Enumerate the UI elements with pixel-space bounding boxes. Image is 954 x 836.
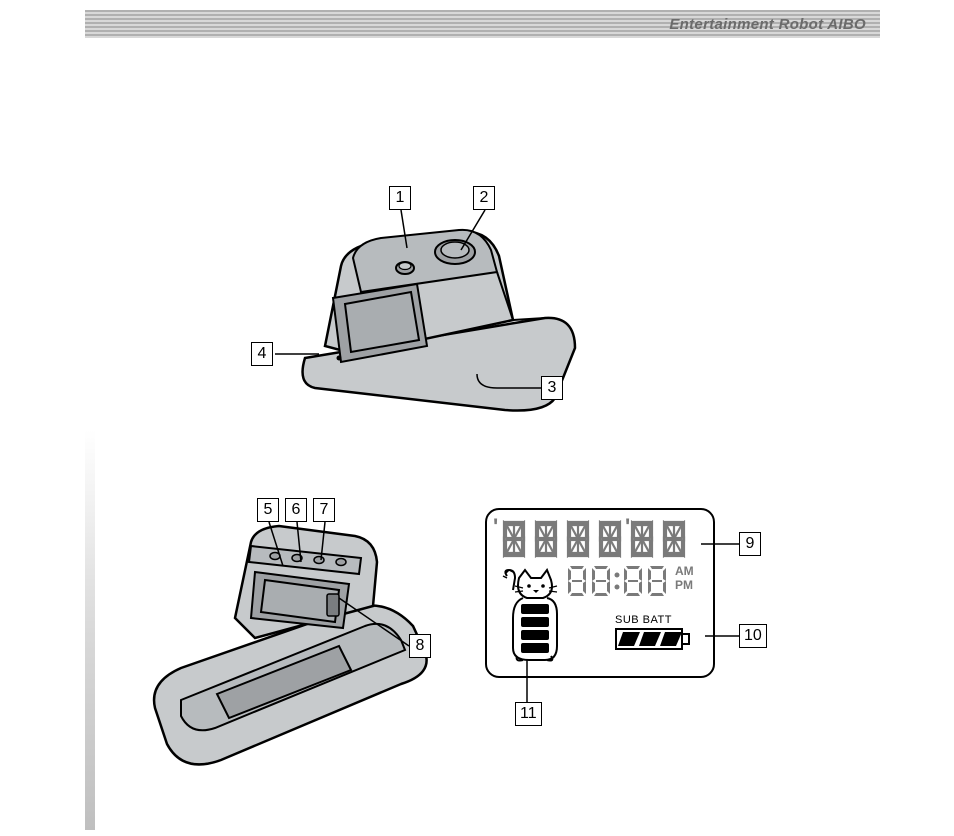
lcd-clock-digit: [565, 564, 589, 598]
lcd-panel: ' ' AM PM SUB BATT: [485, 508, 715, 678]
callout-4: 4: [251, 342, 273, 366]
callout-1: 1: [389, 186, 411, 210]
lcd-cat-battery-icon: [501, 568, 559, 662]
lcd-apostrophe-1: ': [493, 514, 498, 540]
lcd-sub-batt-indicator: [615, 628, 691, 650]
lcd-clock-digit: [589, 564, 613, 598]
lcd-ampm: AM PM: [675, 564, 694, 592]
callout-8: 8: [409, 634, 431, 658]
callout-3: 3: [541, 376, 563, 400]
lcd-alpha-row: [501, 520, 687, 558]
callout-7: 7: [313, 498, 335, 522]
lcd-clock-digit: [621, 564, 645, 598]
lcd-apostrophe-2: ': [625, 514, 630, 540]
lcd-clock-row: [565, 564, 669, 598]
callout-10: 10: [739, 624, 767, 648]
callout-6: 6: [285, 498, 307, 522]
lcd-alpha-seg: [597, 520, 623, 558]
callout-5: 5: [257, 498, 279, 522]
header-band: Entertainment Robot AIBO: [85, 10, 880, 38]
lcd-alpha-seg: [565, 520, 591, 558]
lcd-alpha-seg: [533, 520, 559, 558]
callout-2: 2: [473, 186, 495, 210]
lcd-alpha-seg: [661, 520, 687, 558]
lcd-am-label: AM: [675, 564, 694, 578]
diagram-stage: ' ' AM PM SUB BATT: [85, 38, 880, 836]
header-title: Entertainment Robot AIBO: [669, 16, 866, 33]
lcd-alpha-seg: [629, 520, 655, 558]
lcd-clock-colon: [613, 564, 621, 598]
callout-9: 9: [739, 532, 761, 556]
lcd-sub-batt-label: SUB BATT: [615, 614, 672, 626]
callout-11: 11: [515, 702, 542, 726]
lcd-alpha-seg: [501, 520, 527, 558]
lcd-pm-label: PM: [675, 578, 694, 592]
lcd-clock-digit: [645, 564, 669, 598]
